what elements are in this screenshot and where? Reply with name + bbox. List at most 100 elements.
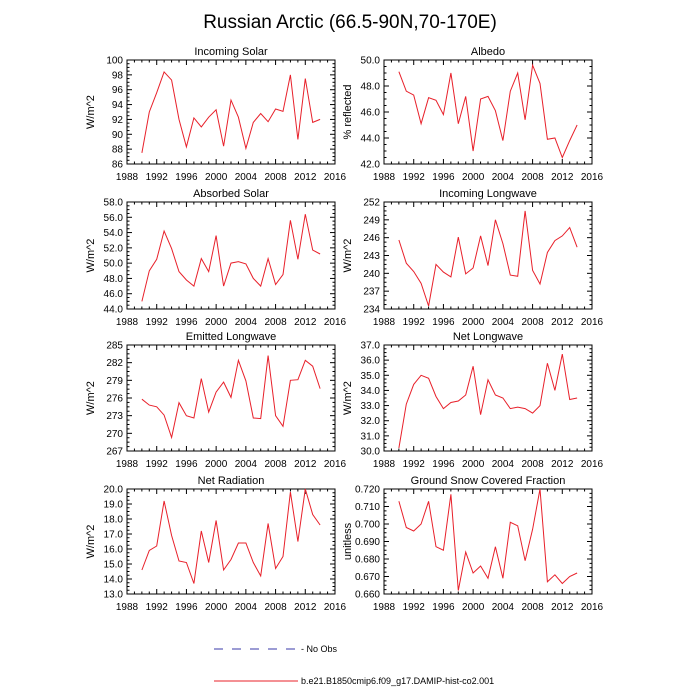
y-tick-label: 285 — [106, 341, 123, 352]
x-tick-label: 2000 — [205, 459, 228, 470]
x-tick-label: 2000 — [462, 317, 485, 328]
x-tick-label: 1988 — [116, 459, 139, 470]
y-axis-label: % reflected — [342, 84, 354, 139]
x-tick-label: 1992 — [146, 459, 169, 470]
x-tick-label: 2016 — [581, 317, 604, 328]
x-tick-label: 2000 — [205, 317, 228, 328]
x-tick-label: 2004 — [235, 172, 258, 183]
y-tick-label: 0.710 — [355, 502, 380, 513]
y-tick-label: 246 — [363, 233, 380, 244]
y-tick-label: 50.0 — [104, 259, 124, 270]
x-tick-label: 2000 — [205, 602, 228, 613]
y-axis-label: W/m^2 — [342, 239, 354, 273]
panel-2: 1988 1992 1996 2000 2004 2008 2012 2016 42.0 44.0… — [342, 46, 604, 183]
y-tick-label: 30.0 — [361, 447, 381, 458]
x-tick-label: 2016 — [581, 602, 604, 613]
y-tick-label: 94 — [112, 100, 124, 111]
series-line — [141, 214, 321, 302]
series-line — [398, 63, 578, 159]
x-tick-label: 1988 — [373, 602, 396, 613]
x-tick-label: 1996 — [432, 317, 455, 328]
x-tick-label: 2012 — [551, 459, 574, 470]
plot-frame — [126, 59, 336, 165]
y-tick-label: 37.0 — [361, 341, 381, 352]
y-tick-label: 33.0 — [361, 401, 381, 412]
x-tick-label: 2004 — [492, 602, 515, 613]
panel-title: Net Longwave — [453, 331, 523, 343]
x-tick-label: 1988 — [116, 317, 139, 328]
panel-title: Net Radiation — [198, 475, 265, 487]
x-tick-label: 2008 — [521, 317, 544, 328]
y-tick-label: 13.0 — [104, 590, 124, 601]
series-line — [398, 354, 578, 449]
x-tick-label: 2004 — [235, 459, 258, 470]
y-tick-label: 34.0 — [361, 386, 381, 397]
y-tick-label: 20.0 — [104, 485, 124, 496]
x-tick-label: 1988 — [373, 459, 396, 470]
x-tick-label: 2008 — [521, 172, 544, 183]
y-tick-label: 46.0 — [104, 289, 124, 300]
y-tick-label: 58.0 — [104, 198, 124, 209]
x-tick-label: 2000 — [462, 459, 485, 470]
x-tick-label: 2012 — [551, 172, 574, 183]
panel-6: 1988 1992 1996 2000 2004 2008 2012 2016 30.0 31.0… — [342, 331, 604, 470]
y-tick-label: 100 — [106, 56, 123, 67]
y-tick-label: 50.0 — [361, 56, 381, 67]
y-axis-label: unitless — [342, 522, 354, 560]
y-tick-label: 240 — [363, 269, 380, 280]
x-tick-label: 1996 — [175, 317, 198, 328]
y-tick-label: 15.0 — [104, 560, 124, 571]
x-tick-label: 2008 — [264, 172, 287, 183]
y-tick-label: 48.0 — [361, 82, 381, 93]
x-tick-label: 2004 — [235, 317, 258, 328]
y-tick-label: 273 — [106, 411, 123, 422]
x-tick-label: 2016 — [324, 459, 347, 470]
series-line — [141, 488, 321, 584]
plot-frame — [126, 488, 336, 595]
y-tick-label: 54.0 — [104, 228, 124, 239]
series-line — [141, 355, 321, 440]
y-tick-label: 282 — [106, 358, 123, 369]
x-tick-label: 1992 — [403, 602, 426, 613]
x-tick-label: 1996 — [432, 602, 455, 613]
legend: - No Obs b.e21.B1850cmip6.f09_g17.DAMIP-… — [214, 644, 494, 686]
x-tick-label: 2000 — [205, 172, 228, 183]
x-tick-label: 1988 — [116, 172, 139, 183]
x-tick-label: 1992 — [146, 172, 169, 183]
y-tick-label: 18.0 — [104, 515, 124, 526]
y-tick-label: 243 — [363, 251, 380, 262]
x-tick-label: 2008 — [521, 602, 544, 613]
y-tick-label: 96 — [112, 85, 124, 96]
panel-5: 1988 1992 1996 2000 2004 2008 2012 2016 267 270 27… — [85, 331, 347, 470]
panel-title: Ground Snow Covered Fraction — [411, 475, 566, 487]
y-tick-label: 0.700 — [355, 520, 380, 531]
panel-3: 1988 1992 1996 2000 2004 2008 2012 2016 44.0 46.0… — [85, 188, 347, 328]
x-tick-label: 2016 — [324, 602, 347, 613]
y-tick-label: 276 — [106, 394, 123, 405]
y-tick-label: 88 — [112, 145, 124, 156]
y-axis-label: W/m^2 — [85, 239, 97, 273]
x-tick-label: 2016 — [324, 172, 347, 183]
x-tick-label: 1996 — [175, 602, 198, 613]
x-tick-label: 2012 — [551, 317, 574, 328]
y-tick-label: 0.720 — [355, 485, 380, 496]
y-tick-label: 56.0 — [104, 213, 124, 224]
y-tick-label: 0.660 — [355, 590, 380, 601]
y-tick-label: 237 — [363, 287, 380, 298]
x-tick-label: 1988 — [116, 602, 139, 613]
series-line — [398, 210, 578, 307]
x-tick-label: 1996 — [175, 459, 198, 470]
x-tick-label: 2012 — [551, 602, 574, 613]
x-tick-label: 1992 — [146, 602, 169, 613]
x-tick-label: 2004 — [492, 172, 515, 183]
x-tick-label: 2016 — [581, 459, 604, 470]
x-tick-label: 2004 — [492, 459, 515, 470]
series-line — [141, 70, 321, 153]
y-tick-label: 16.0 — [104, 545, 124, 556]
y-tick-label: 31.0 — [361, 431, 381, 442]
plot-frame — [383, 59, 593, 165]
x-tick-label: 2012 — [294, 172, 317, 183]
legend-entry-model: b.e21.B1850cmip6.f09_g17.DAMIP-hist-co2.… — [214, 676, 494, 686]
y-tick-label: 19.0 — [104, 500, 124, 511]
panel-7: 1988 1992 1996 2000 2004 2008 2012 2016 13.0 14.0… — [85, 475, 347, 613]
